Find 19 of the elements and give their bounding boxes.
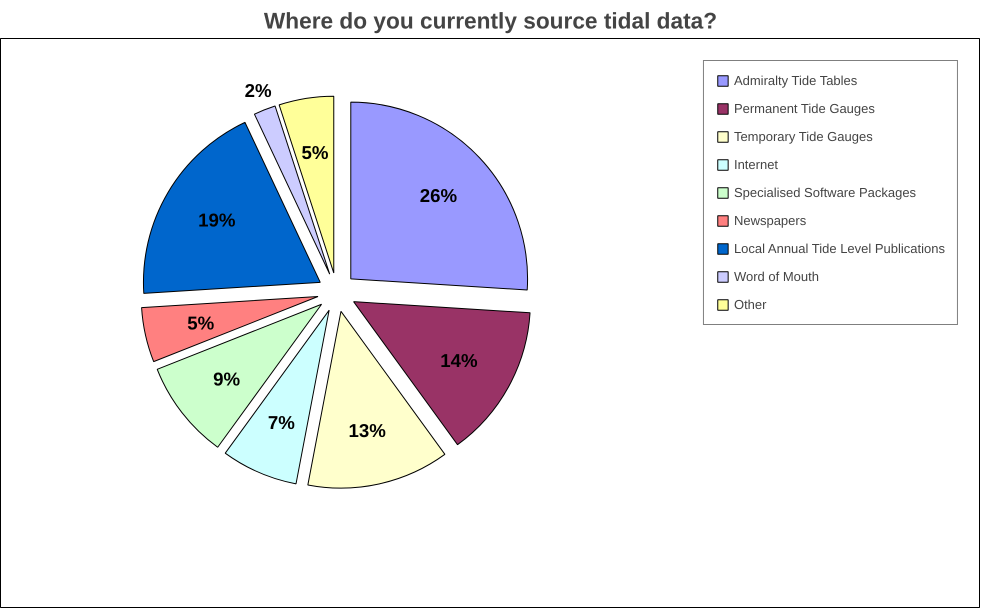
legend-label: Permanent Tide Gauges xyxy=(734,101,875,116)
legend-label: Newspapers xyxy=(734,213,806,228)
data-label: 5% xyxy=(187,312,215,334)
chart-title: Where do you currently source tidal data? xyxy=(264,8,718,34)
data-label: 5% xyxy=(301,142,329,163)
legend-label: Specialised Software Packages xyxy=(734,185,916,200)
data-label: 19% xyxy=(198,210,236,231)
data-label: 14% xyxy=(440,350,478,372)
legend-label: Admiralty Tide Tables xyxy=(734,73,858,88)
legend-label: Local Annual Tide Level Publications xyxy=(734,241,945,256)
data-label: 13% xyxy=(348,420,386,441)
data-label: 9% xyxy=(213,368,240,390)
data-label: 7% xyxy=(268,412,296,433)
legend-label: Internet xyxy=(734,157,778,172)
data-label: 2% xyxy=(244,80,272,101)
legend-label: Word of Mouth xyxy=(734,269,819,284)
data-label: 26% xyxy=(420,184,458,206)
legend-label: Other xyxy=(734,297,766,312)
legend-label: Temporary Tide Gauges xyxy=(734,129,873,144)
